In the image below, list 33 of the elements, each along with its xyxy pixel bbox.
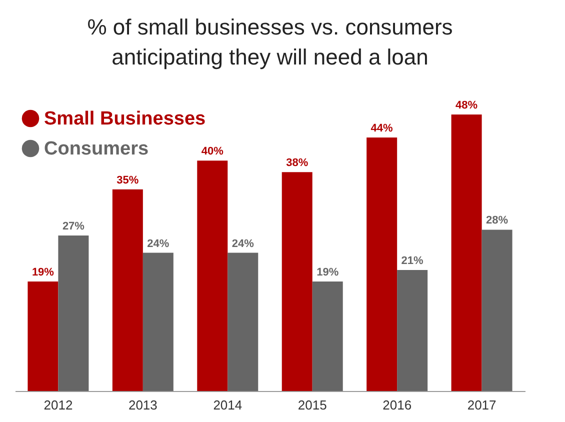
x-tick-label: 2015 — [298, 398, 327, 412]
bar — [397, 270, 428, 391]
bar — [142, 252, 174, 391]
bar — [312, 282, 343, 391]
bar — [28, 282, 58, 391]
bar — [282, 172, 312, 391]
data-label: 28% — [486, 214, 508, 227]
data-label: 24% — [232, 238, 254, 250]
bar — [58, 235, 89, 391]
bar — [228, 252, 258, 391]
bar — [451, 114, 482, 391]
bar — [482, 230, 512, 391]
data-label: 35% — [116, 174, 139, 186]
chart-title: % of small businesses vs. consumers anticipating they will need a loan — [87, 14, 453, 70]
data-label: 27% — [62, 220, 85, 232]
data-label: 38% — [286, 157, 308, 170]
data-label: 19% — [316, 266, 339, 279]
x-tick-label: 2014 — [213, 398, 242, 412]
x-tick-label: 2012 — [44, 398, 73, 412]
bar — [197, 160, 228, 391]
data-label: 21% — [401, 255, 424, 268]
bar — [366, 138, 398, 391]
legend-label: Small Businesses — [44, 108, 206, 130]
legend-label: Consumers — [44, 138, 149, 160]
data-label: 44% — [370, 122, 394, 135]
data-label: 19% — [32, 266, 54, 279]
data-label: 48% — [456, 100, 478, 112]
x-tick-label: 2017 — [467, 398, 496, 412]
data-label: 24% — [147, 238, 170, 250]
bar — [112, 189, 143, 391]
data-label: 40% — [201, 146, 224, 158]
x-tick-label: 2013 — [128, 398, 158, 412]
x-tick-label: 2016 — [382, 398, 412, 412]
